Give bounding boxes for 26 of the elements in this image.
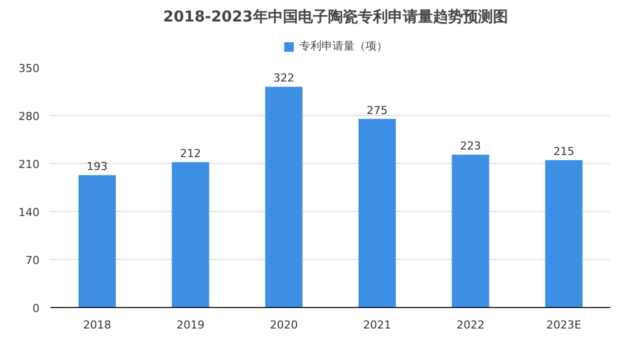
x-tick-label: 2022 [456,318,485,332]
y-tick-label: 280 [18,110,40,123]
legend-label: 专利申请量（项） [300,38,388,54]
bar [545,160,582,308]
bar [452,154,490,308]
y-tick-label: 70 [26,254,40,267]
y-tick-label: 350 [18,62,40,75]
data-label: 322 [273,72,294,85]
bar [265,86,302,308]
y-tick-label: 140 [18,206,40,219]
y-tick-label: 210 [18,158,40,171]
data-label: 215 [553,145,574,158]
x-tick-label: 2020 [270,318,298,332]
x-tick-label: 2021 [363,318,392,332]
bar [78,175,116,308]
x-tick-label: 2018 [83,318,112,332]
data-label: 212 [180,147,201,160]
x-tick-label: 2023E [546,318,582,332]
data-label: 193 [86,160,108,174]
chart-title: 2018-2023年中国电子陶瓷专利申请量趋势预测图 [163,8,508,26]
data-label: 275 [366,104,388,117]
bar [358,118,396,308]
y-tick-label: 0 [32,302,40,315]
x-tick-label: 2019 [176,318,205,332]
data-label: 223 [460,140,481,153]
bar [172,162,210,308]
